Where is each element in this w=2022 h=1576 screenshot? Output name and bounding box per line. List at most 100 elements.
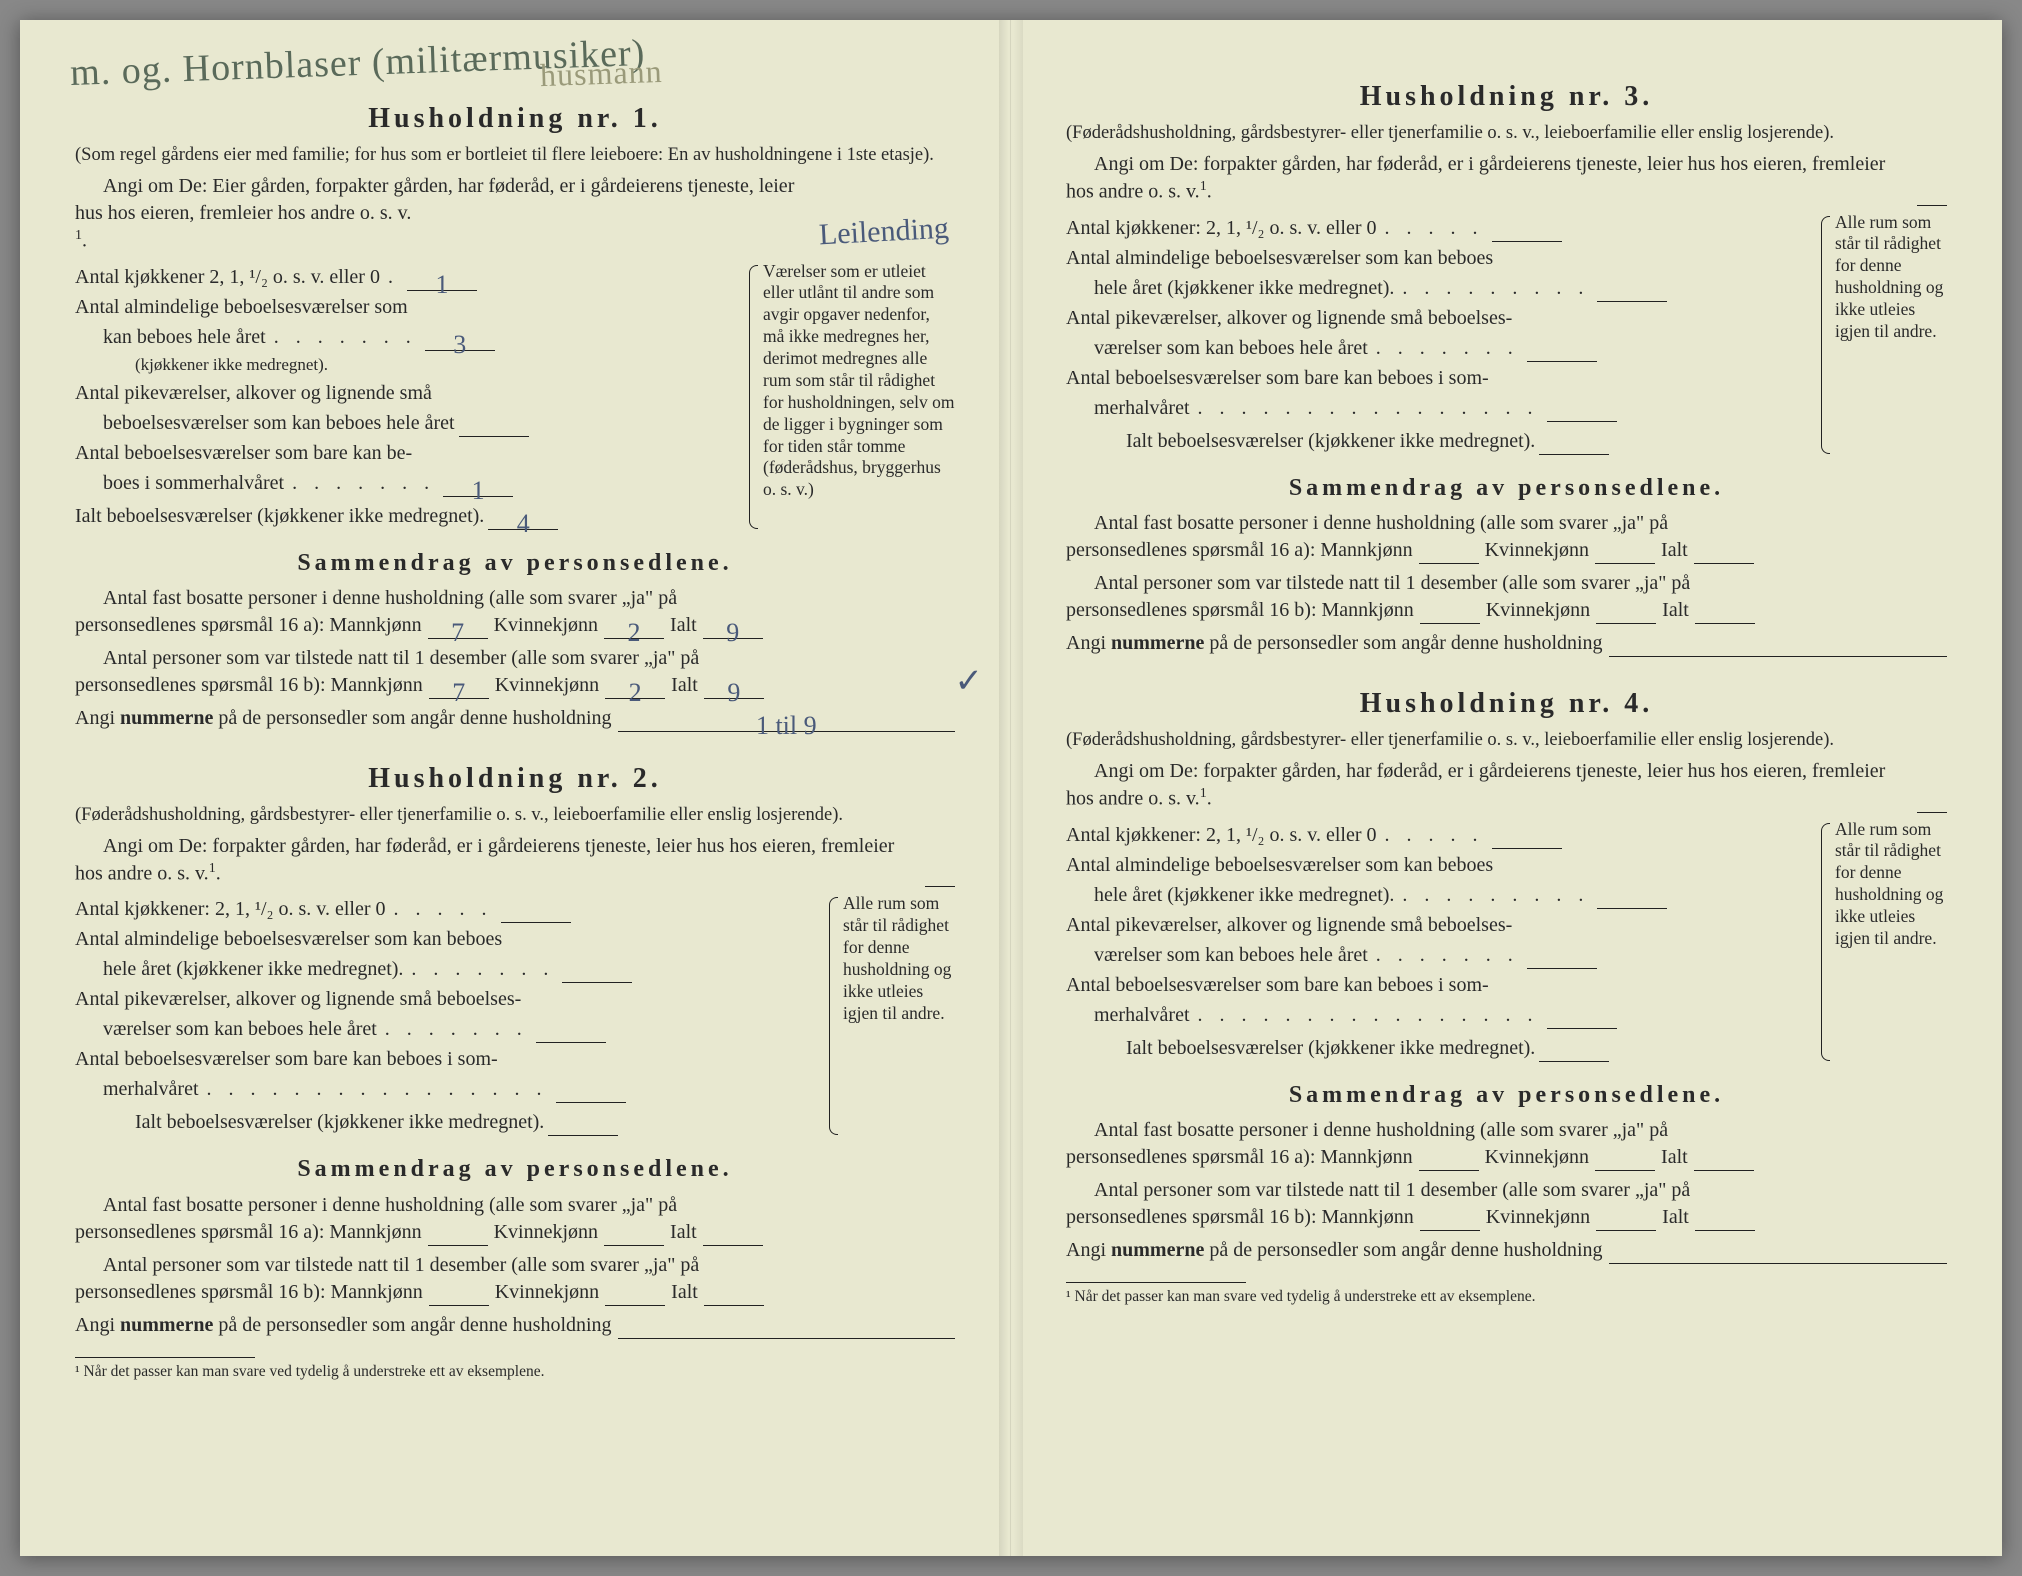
label2-ialt: Ialt	[670, 1219, 697, 1246]
label3-kvinne: Kvinnekjønn	[1485, 537, 1589, 564]
summary3-line-a: Antal fast bosatte personer i denne hush…	[1066, 510, 1947, 537]
paren-note-4: (Føderådshusholdning, gårdsbestyrer- ell…	[1066, 729, 1947, 752]
field-pike[interactable]	[459, 417, 529, 437]
field2-kitchens[interactable]	[501, 903, 571, 923]
field4-pike[interactable]	[1527, 949, 1597, 969]
field3-male-b[interactable]	[1420, 604, 1480, 624]
field-rooms-year[interactable]: 3	[425, 331, 495, 351]
footnote-left: ¹ Når det passer kan man svare ved tydel…	[75, 1362, 955, 1383]
angi-nummerne-1: Angi nummerne på de personsedler som ang…	[75, 705, 612, 732]
paren-note-2: (Føderådshusholdning, gårdsbestyrer- ell…	[75, 804, 955, 827]
label2-kvinne: Kvinnekjønn	[494, 1219, 598, 1246]
q2-rooms-b: hele året (kjøkkener ikke medregnet).	[75, 956, 403, 983]
field4-total-b[interactable]	[1695, 1211, 1755, 1231]
field-nummerne-4[interactable]	[1609, 1244, 1947, 1264]
aside-note-3: Alle rum som står til rådighet for denne…	[1817, 212, 1947, 458]
field-nummerne-1[interactable]: 1 til 9	[618, 712, 955, 732]
field-nummerne-2[interactable]	[618, 1319, 955, 1339]
footnote-right: ¹ Når det passer kan man svare ved tydel…	[1066, 1287, 1947, 1308]
q-rooms-year-note: (kjøkkener ikke medregnet).	[75, 354, 727, 377]
q3-pike-a: Antal pikeværelser, alkover og lignende …	[1066, 305, 1512, 332]
field3-rooms[interactable]	[1597, 282, 1667, 302]
label4-ialt-b: Ialt	[1662, 1204, 1689, 1231]
field2-female-a[interactable]	[604, 1226, 664, 1246]
field2-total-b[interactable]	[704, 1286, 764, 1306]
field-total-a[interactable]: 9	[703, 619, 763, 639]
field2-male-b[interactable]	[429, 1286, 489, 1306]
summary3-a2: personsedlenes spørsmål 16 a): Mannkjønn	[1066, 537, 1413, 564]
field4-total[interactable]	[1539, 1042, 1609, 1062]
field2-total[interactable]	[548, 1116, 618, 1136]
field2-pike[interactable]	[536, 1023, 606, 1043]
field3-total-a[interactable]	[1694, 544, 1754, 564]
questions-block-3: Antal kjøkkener: 2, 1, ¹/₂ o. s. v. elle…	[1066, 212, 1799, 458]
handwritten-leilending: Leilending	[812, 208, 956, 256]
q4-total: Ialt beboelsesværelser (kjøkkener ikke m…	[1126, 1035, 1535, 1062]
field-total-b[interactable]: 9	[704, 679, 764, 699]
field-summer[interactable]: 1	[443, 477, 513, 497]
q2-summer-a: Antal beboelsesværelser som bare kan beb…	[75, 1046, 498, 1073]
field3-female-b[interactable]	[1596, 604, 1656, 624]
q3-pike-b: værelser som kan beboes hele året	[1066, 335, 1368, 362]
field-angi-om-2[interactable]	[925, 867, 955, 887]
q-rooms-year-a: Antal almindelige beboelsesværelser som	[75, 294, 408, 321]
field-kitchens[interactable]: 1	[407, 271, 477, 291]
summary-title-4: Sammendrag av personsedlene.	[1066, 1079, 1947, 1111]
field-female-a[interactable]: 2	[604, 619, 664, 639]
field4-summer[interactable]	[1547, 1009, 1617, 1029]
field3-female-a[interactable]	[1595, 544, 1655, 564]
summary-line-b1: Antal personer som var tilstede natt til…	[75, 645, 955, 672]
q-summer-b: boes i sommerhalvåret	[75, 470, 284, 497]
field-female-b[interactable]: 2	[605, 679, 665, 699]
summary4-line-a: Antal fast bosatte personer i denne hush…	[1066, 1117, 1947, 1144]
aside-note-2: Alle rum som står til rådighet for denne…	[825, 893, 955, 1139]
field3-kitchens[interactable]	[1492, 222, 1562, 242]
summary-line-a1: Antal fast bosatte personer i denne hush…	[75, 585, 955, 612]
field2-summer[interactable]	[556, 1083, 626, 1103]
field4-female-a[interactable]	[1595, 1151, 1655, 1171]
label4-kvinne-b: Kvinnekjønn	[1486, 1204, 1590, 1231]
angi-om-4: Angi om De: forpakter gården, har føderå…	[1066, 758, 1911, 813]
field2-total-a[interactable]	[703, 1226, 763, 1246]
label2-kvinne-b: Kvinnekjønn	[495, 1279, 599, 1306]
q4-rooms-b: hele året (kjøkkener ikke medregnet).	[1066, 882, 1394, 909]
summary2-line-a: Antal fast bosatte personer i denne hush…	[75, 1192, 955, 1219]
field3-pike[interactable]	[1527, 342, 1597, 362]
field-male-b[interactable]: 7	[429, 679, 489, 699]
label3-kvinne-b: Kvinnekjønn	[1486, 597, 1590, 624]
summary-title-1: Sammendrag av personsedlene.	[75, 547, 955, 579]
label-kvinne-b: Kvinnekjønn	[495, 672, 599, 699]
q3-summer-b: merhalvåret	[1066, 395, 1190, 422]
field3-total-b[interactable]	[1695, 604, 1755, 624]
field4-female-b[interactable]	[1596, 1211, 1656, 1231]
field4-rooms[interactable]	[1597, 889, 1667, 909]
field4-total-a[interactable]	[1694, 1151, 1754, 1171]
footnote-rule-right	[1066, 1282, 1246, 1283]
section-title-1: Husholdning nr. 1.	[75, 100, 955, 138]
section-title-2: Husholdning nr. 2.	[75, 760, 955, 798]
field4-male-a[interactable]	[1419, 1151, 1479, 1171]
field3-male-a[interactable]	[1419, 544, 1479, 564]
field3-total[interactable]	[1539, 435, 1609, 455]
section-title-4: Husholdning nr. 4.	[1066, 685, 1947, 723]
field2-rooms[interactable]	[562, 963, 632, 983]
field-angi-om-4[interactable]	[1917, 793, 1947, 813]
paren-note-3: (Føderådshusholdning, gårdsbestyrer- ell…	[1066, 122, 1947, 145]
field2-female-b[interactable]	[605, 1286, 665, 1306]
label4-ialt: Ialt	[1661, 1144, 1688, 1171]
document-spread: m. og. Hornblaser (militærmusiker) husma…	[20, 20, 2002, 1556]
field4-kitchens[interactable]	[1492, 829, 1562, 849]
summary3-b2: personsedlenes spørsmål 16 b): Mannkjønn	[1066, 597, 1414, 624]
field3-summer[interactable]	[1547, 402, 1617, 422]
questions-block-4: Antal kjøkkener: 2, 1, ¹/₂ o. s. v. elle…	[1066, 819, 1799, 1065]
q3-rooms-a: Antal almindelige beboelsesværelser som …	[1066, 245, 1493, 272]
field-male-a[interactable]: 7	[428, 619, 488, 639]
field2-male-a[interactable]	[428, 1226, 488, 1246]
angi-om-1: Angi om De: Eier gården, forpakter gårde…	[75, 173, 807, 255]
questions-block-2: Antal kjøkkener: 2, 1, ¹/₂ o. s. v. elle…	[75, 893, 807, 1139]
field-angi-om-3[interactable]	[1917, 186, 1947, 206]
q2-kitchens: Antal kjøkkener: 2, 1, ¹/₂ o. s. v. elle…	[75, 896, 386, 923]
field-total[interactable]: 4	[488, 510, 558, 530]
field-nummerne-3[interactable]	[1609, 637, 1947, 657]
field4-male-b[interactable]	[1420, 1211, 1480, 1231]
